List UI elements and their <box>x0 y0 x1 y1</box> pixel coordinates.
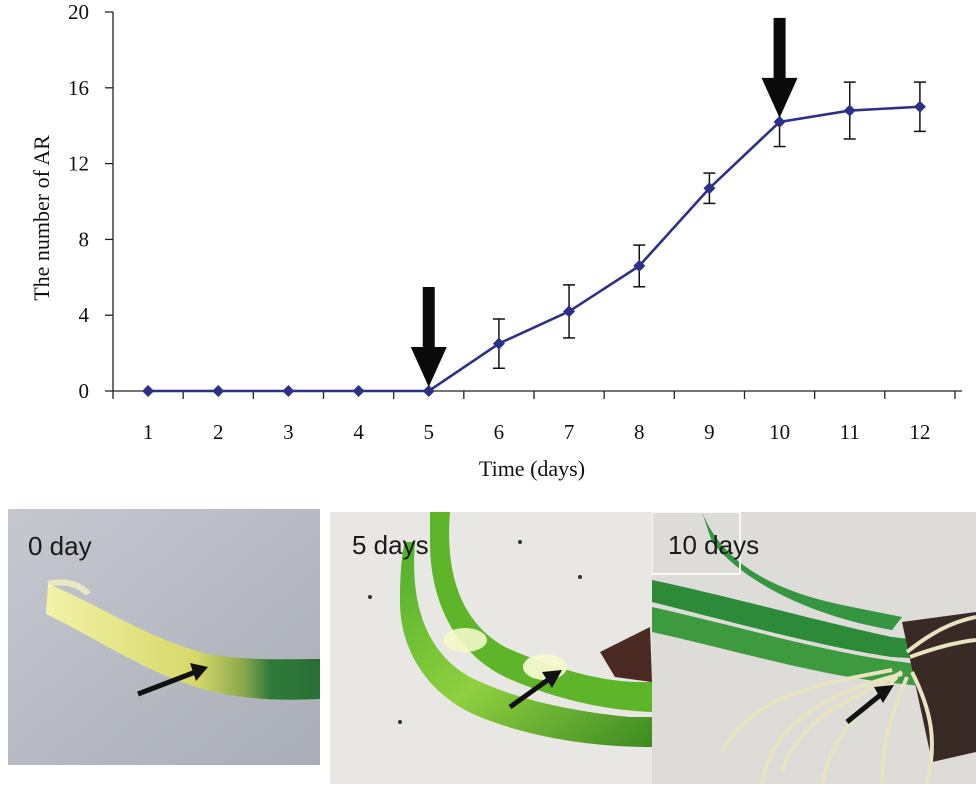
x-tick-label: 8 <box>634 420 645 444</box>
arrow-icon <box>845 685 894 724</box>
photo-label-0: 0 day <box>28 531 92 561</box>
error-bars <box>492 81 926 370</box>
arrow-icon <box>508 670 562 710</box>
x-tick-label: 10 <box>769 420 790 444</box>
y-axis-title: The number of AR <box>29 135 54 301</box>
photo-label-5: 5 days <box>352 530 429 560</box>
data-point <box>282 385 295 397</box>
data-point <box>633 259 646 272</box>
x-tick-label: 6 <box>494 420 505 444</box>
event-arrows <box>410 17 798 387</box>
stem-photo-0 <box>8 509 320 765</box>
data-point <box>563 305 576 318</box>
stem-photo-5 <box>330 512 652 784</box>
x-axis-title: Time (days) <box>479 456 585 481</box>
x-tick-label: 12 <box>909 420 930 444</box>
x-tick-label: 5 <box>423 420 434 444</box>
data-point <box>142 385 155 397</box>
data-point <box>843 104 856 117</box>
data-point <box>352 385 365 397</box>
x-tick-label: 9 <box>704 420 715 444</box>
x-tick-label: 4 <box>353 420 364 444</box>
x-tick-label: 3 <box>283 420 294 444</box>
x-tick-label: 2 <box>213 420 224 444</box>
data-point <box>422 385 435 397</box>
down-arrow-icon <box>761 17 798 118</box>
data-points <box>142 100 926 397</box>
x-tick-label: 11 <box>840 420 860 444</box>
data-point <box>492 337 505 350</box>
series-polyline <box>148 105 920 393</box>
photo-day-0: 0 day <box>8 509 320 765</box>
data-point <box>773 115 786 128</box>
series-line <box>148 105 920 393</box>
y-tick-labels: 0 4 8 12 16 20 <box>68 0 90 403</box>
y-tick-label: 12 <box>68 152 89 176</box>
photo-label-10: 10 days <box>668 530 760 560</box>
stem-photo-10 <box>652 512 976 784</box>
y-tick-label: 16 <box>68 76 89 100</box>
x-tick-labels: 1 2 3 4 5 6 7 8 9 10 11 12 <box>143 420 931 444</box>
chart-axes <box>105 11 962 399</box>
x-tick-label: 1 <box>143 420 154 444</box>
down-arrow-icon <box>410 287 447 387</box>
photo-day-5: 5 days <box>330 512 652 784</box>
data-point <box>212 385 225 397</box>
x-tick-label: 7 <box>564 420 575 444</box>
arrow-icon <box>137 663 208 697</box>
y-tick-label: 8 <box>79 227 90 251</box>
y-tick-label: 0 <box>79 379 90 403</box>
data-point <box>703 182 716 195</box>
photo-day-10: 10 days <box>652 512 976 784</box>
data-point <box>913 100 926 113</box>
y-tick-label: 20 <box>68 0 89 24</box>
y-tick-label: 4 <box>79 303 90 327</box>
